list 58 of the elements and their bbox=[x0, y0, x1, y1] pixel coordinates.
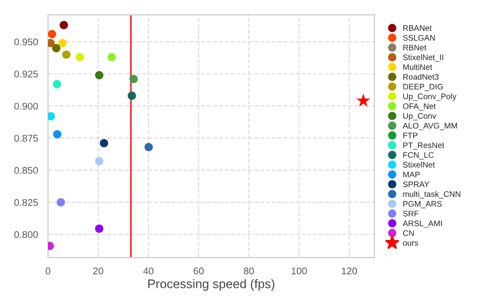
legend-label: FTP bbox=[403, 132, 418, 138]
legend-label: RBANet bbox=[403, 25, 432, 31]
legend-label: SRF bbox=[403, 210, 418, 216]
y-tick-label: 0.875 bbox=[14, 134, 38, 142]
point bbox=[95, 70, 104, 80]
legend-label: CN bbox=[403, 230, 414, 236]
legend-label: PT_ResNet bbox=[403, 142, 444, 150]
x-tick-label: 80 bbox=[244, 268, 254, 274]
x-tick-label: 20 bbox=[93, 268, 104, 274]
y-tick-label: 0.900 bbox=[14, 102, 38, 110]
legend-label: Up_Conv_Poly bbox=[403, 93, 456, 101]
point bbox=[53, 130, 62, 138]
legend-label: SPRAY bbox=[403, 181, 430, 188]
point bbox=[56, 198, 65, 206]
legend-label: MAP bbox=[403, 172, 420, 178]
legend-label: RoadNet3 bbox=[403, 74, 439, 80]
legend-label: MultiNet bbox=[403, 64, 432, 70]
legend-label: DEEP_DIG bbox=[403, 84, 443, 92]
y-tick-label: 0.800 bbox=[14, 231, 38, 238]
legend-label: Up_Conv bbox=[403, 113, 436, 120]
point bbox=[52, 44, 60, 52]
point bbox=[144, 142, 153, 152]
legend-label: multi_task_CNN bbox=[403, 190, 460, 198]
x-tick-label: 0 bbox=[46, 268, 50, 274]
point bbox=[95, 157, 104, 166]
x-tick-label: 40 bbox=[143, 268, 154, 274]
legend-label: ALO_AVG_MM bbox=[402, 122, 457, 130]
point bbox=[48, 38, 55, 48]
point bbox=[62, 50, 70, 59]
point bbox=[60, 20, 68, 30]
y-tick-label: 0.825 bbox=[14, 199, 38, 206]
legend-label: ARSL_AMI bbox=[402, 220, 442, 228]
legend-label: StixelNet bbox=[403, 162, 435, 168]
legend-label: PGM_ARS bbox=[403, 200, 442, 208]
point bbox=[356, 94, 370, 107]
y-tick-label: 0.925 bbox=[14, 70, 38, 78]
point bbox=[128, 92, 136, 100]
legend-label: OFA_Net bbox=[403, 103, 436, 111]
y-tick-label: 0.950 bbox=[14, 38, 38, 46]
point bbox=[100, 139, 108, 148]
x-axis-title: Processing speed (fps) bbox=[148, 279, 274, 291]
point bbox=[108, 53, 116, 62]
point bbox=[129, 74, 138, 84]
point bbox=[95, 224, 104, 233]
legend-label: StixelNet_II bbox=[403, 54, 444, 62]
x-tick-label: 120 bbox=[342, 268, 358, 274]
legend-label: RBNet bbox=[403, 44, 426, 50]
point bbox=[48, 112, 55, 120]
x-tick-label: 60 bbox=[194, 268, 204, 274]
point bbox=[48, 30, 56, 38]
legend-label: ours bbox=[403, 241, 418, 246]
legend-label: FCN_LC bbox=[403, 152, 434, 160]
point bbox=[76, 53, 84, 62]
y-tick-label: 0.850 bbox=[14, 166, 38, 174]
x-tick-label: 100 bbox=[292, 268, 307, 274]
point bbox=[58, 38, 67, 48]
point bbox=[52, 80, 62, 88]
legend-label: SSLGAN bbox=[403, 34, 435, 41]
